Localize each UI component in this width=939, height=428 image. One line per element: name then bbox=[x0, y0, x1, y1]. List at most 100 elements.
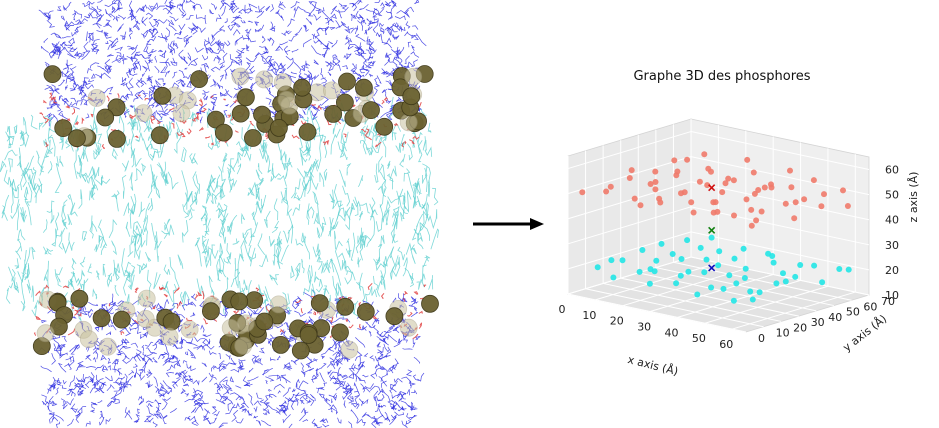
lipid-tail bbox=[153, 272, 161, 290]
water-strand bbox=[323, 382, 328, 387]
lipid-tail bbox=[154, 235, 159, 263]
grid-line-z-left bbox=[567, 256, 692, 295]
headgroup-bond bbox=[186, 317, 193, 322]
water-strand bbox=[237, 49, 245, 54]
water-strand bbox=[153, 376, 158, 387]
water-strand bbox=[192, 388, 196, 400]
water-strand bbox=[293, 358, 299, 365]
grid-line-z-left bbox=[567, 231, 692, 270]
water-strand bbox=[142, 65, 148, 73]
water-strand bbox=[377, 349, 384, 356]
headgroup-bond bbox=[178, 301, 183, 306]
water-strand bbox=[182, 74, 191, 80]
water-strand bbox=[316, 387, 325, 391]
lipid-tail bbox=[71, 202, 78, 217]
water-strand bbox=[91, 43, 98, 50]
water-strand bbox=[262, 367, 273, 376]
water-strand bbox=[319, 418, 325, 423]
headgroup-bond bbox=[186, 128, 192, 135]
water-strand bbox=[261, 420, 272, 427]
lipid-tail bbox=[237, 145, 246, 161]
water-strand bbox=[49, 413, 55, 424]
water-strand bbox=[126, 55, 136, 60]
water-strand bbox=[160, 353, 166, 360]
lipid-tail bbox=[24, 264, 29, 281]
water-strand bbox=[288, 397, 295, 411]
lipid-tail bbox=[108, 218, 118, 239]
lipid-tail bbox=[276, 238, 282, 270]
water-strand bbox=[65, 355, 75, 361]
water-strand bbox=[302, 25, 309, 32]
water-strand bbox=[270, 3, 274, 12]
water-strand bbox=[92, 357, 97, 363]
z-tick-label: 30 bbox=[885, 239, 899, 252]
water-strand bbox=[235, 395, 243, 401]
water-strand bbox=[385, 3, 389, 7]
headgroup-bond bbox=[150, 117, 154, 124]
water-strand bbox=[393, 338, 401, 348]
water-strand bbox=[274, 49, 280, 51]
water-strand bbox=[132, 56, 138, 70]
lipid-tail bbox=[422, 163, 431, 183]
water-strand bbox=[107, 39, 115, 50]
phosphorus-bead bbox=[322, 81, 341, 100]
lipid-tail bbox=[46, 247, 54, 255]
water-strand bbox=[247, 20, 253, 23]
water-strand bbox=[362, 374, 369, 378]
data-point bbox=[725, 175, 732, 182]
lipid-tail bbox=[259, 198, 265, 210]
lipid-tail bbox=[145, 226, 149, 246]
water-strand bbox=[319, 372, 325, 383]
lipid-tail bbox=[377, 179, 387, 194]
phosphorus-bead bbox=[98, 337, 117, 356]
phosphorus-bead bbox=[190, 70, 209, 88]
data-point bbox=[703, 256, 710, 263]
headgroup-bond bbox=[35, 315, 39, 320]
water-strand bbox=[135, 413, 140, 423]
water-strand bbox=[191, 407, 197, 414]
water-strand bbox=[218, 422, 228, 428]
water-strand bbox=[316, 27, 324, 32]
water-strand bbox=[290, 1, 300, 9]
water-strand bbox=[53, 347, 62, 352]
water-strand bbox=[210, 47, 219, 55]
data-point bbox=[818, 203, 825, 210]
water-strand bbox=[357, 324, 365, 331]
water-strand bbox=[374, 77, 378, 84]
data-point bbox=[652, 168, 659, 175]
lipid-tail bbox=[402, 257, 408, 277]
y-tick-label: 50 bbox=[846, 306, 860, 319]
lipid-tail bbox=[379, 164, 385, 181]
water-strand bbox=[262, 408, 270, 415]
water-strand bbox=[406, 420, 412, 425]
water-strand bbox=[71, 32, 77, 37]
water-strand bbox=[71, 316, 77, 319]
water-strand bbox=[200, 324, 205, 333]
lipid-tail bbox=[325, 259, 330, 274]
phosphorus-bead bbox=[331, 323, 349, 342]
lipid-tail bbox=[216, 259, 221, 282]
water-strand bbox=[152, 343, 157, 351]
water-strand bbox=[202, 344, 215, 350]
lipid-tail bbox=[413, 195, 421, 207]
lipid-tail bbox=[403, 168, 411, 182]
lipid-tail bbox=[257, 163, 263, 175]
water-strand bbox=[328, 404, 337, 411]
water-strand bbox=[142, 29, 152, 39]
water-strand bbox=[149, 21, 157, 28]
water-strand bbox=[401, 420, 408, 428]
water-strand bbox=[376, 341, 381, 348]
lipid-tail bbox=[39, 166, 45, 176]
water-strand bbox=[311, 418, 318, 427]
water-strand bbox=[337, 376, 345, 386]
water-strand bbox=[181, 369, 188, 374]
water-strand bbox=[117, 23, 124, 32]
water-strand bbox=[251, 354, 257, 365]
water-strand bbox=[216, 385, 223, 395]
lipid-tail bbox=[373, 258, 385, 272]
water-strand bbox=[352, 373, 362, 381]
phosphorus-bead bbox=[236, 88, 255, 107]
water-strand bbox=[277, 390, 281, 394]
water-strand bbox=[282, 414, 291, 424]
water-strand bbox=[71, 403, 78, 414]
